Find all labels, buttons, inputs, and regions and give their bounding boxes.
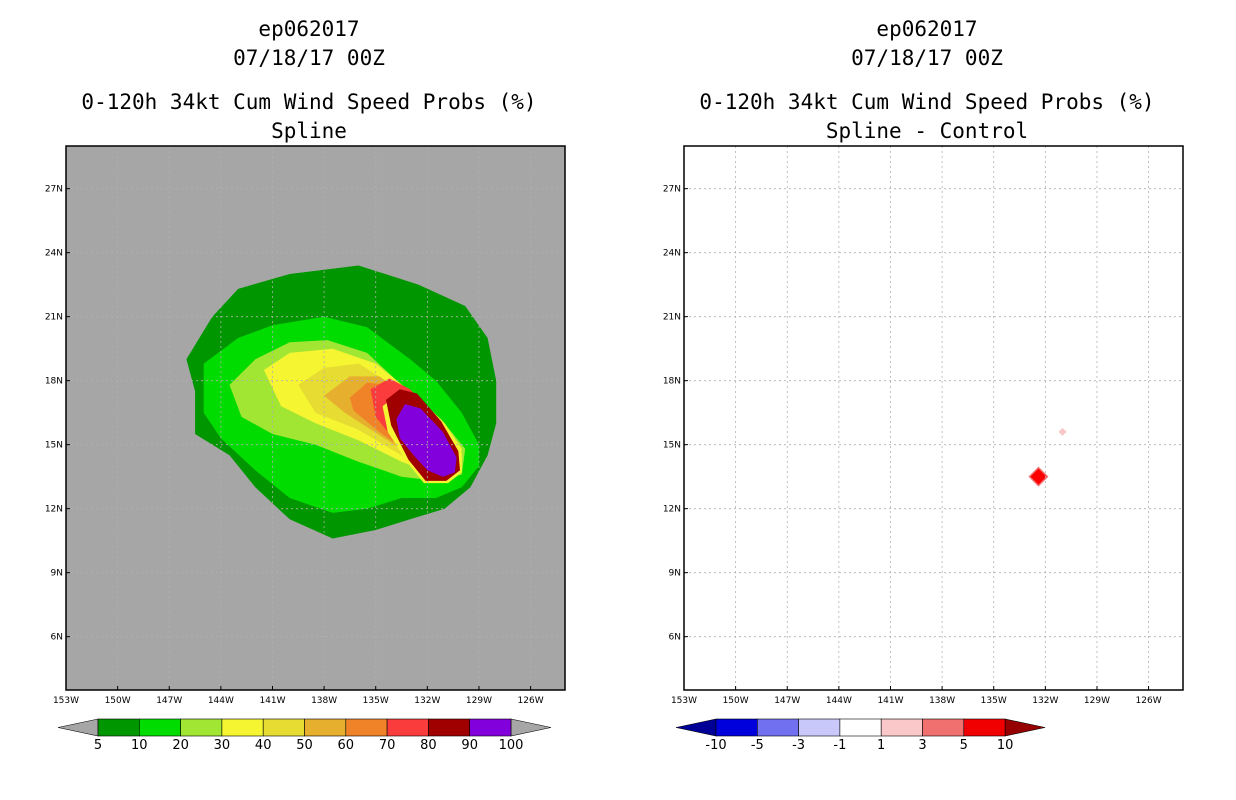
x-tick-label: 141W [877,696,903,706]
y-tick-label: 21N [663,313,681,323]
colorbar-label: 60 [338,738,355,753]
colorbar-label: 5 [960,738,968,753]
colorbar: -10 -5 -3 -1 1 3 5 10 [675,718,1046,753]
colorbar-label: -3 [792,738,805,753]
x-tick-label: 132W [414,696,440,706]
x-tick-label: 153W [53,696,79,706]
x-tick-label: 153W [671,696,697,706]
y-tick-label: 15N [663,441,681,451]
colorbar-arrow-left [675,718,717,737]
colorbar-label: -1 [833,738,846,753]
colorbar-swatch-8 [428,718,470,737]
colorbar-arrow-right [1004,718,1046,737]
colorbar-swatch-5 [304,718,347,737]
colorbar-label: 80 [420,738,437,753]
x-tick-label: 147W [156,696,182,706]
plot-area [1028,427,1067,487]
colorbar-label: 100 [499,738,524,753]
colorbar-swatch-6 [345,718,388,737]
storm-id-title: ep062017 [258,17,360,41]
colorbar-label: 30 [214,738,231,753]
colorbar-swatch-0 [97,718,140,737]
colorbar-label: 10 [131,738,148,753]
feature-1 [1058,427,1067,436]
y-tick-label: 9N [51,569,63,579]
colorbar-label: 90 [461,738,478,753]
x-tick-label: 150W [723,696,749,706]
contour-100 [396,404,457,477]
colorbar-swatch-2 [180,718,223,737]
chart-title: 0-120h 34kt Cum Wind Speed Probs (%) [699,90,1155,114]
y-tick-label: 27N [663,185,681,195]
colorbar-swatch-3 [839,718,882,737]
colorbar: 5 10 20 30 40 50 60 70 80 90 100 [57,718,552,753]
panel-spline-control: ep062017 07/18/17 00Z 0-120h 34kt Cum Wi… [618,0,1236,800]
chart-title: 0-120h 34kt Cum Wind Speed Probs (%) [81,90,537,114]
feature-0 [1030,468,1047,485]
plot-border [683,145,1184,691]
chart-subtitle: Spline [271,119,347,143]
x-tick-label: 129W [1084,696,1110,706]
panel-spline: ep062017 07/18/17 00Z 0-120h 34kt Cum Wi… [45,17,566,753]
colorbar-swatch-7 [386,718,429,737]
x-tick-label: 135W [981,696,1007,706]
colorbar-swatch-9 [469,718,512,737]
x-tick-label: 150W [105,696,131,706]
x-tick-label: 135W [363,696,389,706]
y-tick-label: 18N [45,377,63,387]
y-tick-label: 12N [45,505,63,515]
colorbar-label: 70 [379,738,396,753]
datetime-title: 07/18/17 00Z [851,46,1003,70]
plot-area [186,265,497,539]
datetime-title: 07/18/17 00Z [233,46,385,70]
y-tick-label: 24N [45,249,63,259]
colorbar-label: 20 [172,738,189,753]
x-tick-label: 138W [929,696,955,706]
colorbar-swatch-1 [757,718,799,737]
colorbar-arrow-left [57,718,99,737]
plot-background [684,146,1183,690]
x-tick-label: 144W [208,696,234,706]
y-tick-label: 9N [669,569,681,579]
colorbar-swatch-6 [963,718,1006,737]
x-tick-label: 129W [466,696,492,706]
colorbar-label: 50 [296,738,313,753]
colorbar-swatch-4 [880,718,923,737]
colorbar-label: 1 [877,738,885,753]
colorbar-swatch-5 [922,718,965,737]
plot-border [65,145,566,691]
colorbar-label: 40 [255,738,272,753]
y-tick-label: 6N [669,633,681,643]
chart-subtitle: Spline - Control [825,119,1029,143]
y-tick-label: 27N [45,185,63,195]
x-tick-label: 138W [311,696,337,706]
y-tick-label: 18N [663,377,681,387]
colorbar-swatch-3 [221,718,264,737]
colorbar-swatch-0 [715,718,758,737]
colorbar-swatch-1 [139,718,181,737]
colorbar-label: 3 [918,738,926,753]
colorbar-swatch-2 [798,718,841,737]
y-tick-label: 21N [45,313,63,323]
chart-plot-spline: 153W 150W 147W 144W 141W 138W 135W 132W 129W 126W… [45,145,566,753]
storm-id-title: ep062017 [876,17,978,41]
y-tick-label: 24N [663,249,681,259]
y-tick-label: 6N [51,633,63,643]
chart-plot-spline-control: 153W 150W 147W 144W 141W 138W 135W 132W 129W 126W… [663,145,1184,753]
colorbar-label: 10 [997,738,1014,753]
colorbar-label: 5 [94,738,102,753]
y-tick-label: 15N [45,441,63,451]
colorbar-label: -10 [705,738,726,753]
x-tick-label: 126W [518,696,544,706]
colorbar-label: -5 [751,738,764,753]
colorbar-swatch-4 [262,718,305,737]
x-tick-label: 132W [1032,696,1058,706]
x-tick-label: 126W [1136,696,1162,706]
y-tick-label: 12N [663,505,681,515]
x-tick-label: 144W [826,696,852,706]
x-tick-label: 147W [774,696,800,706]
colorbar-arrow-right [510,718,552,737]
x-tick-label: 141W [259,696,285,706]
